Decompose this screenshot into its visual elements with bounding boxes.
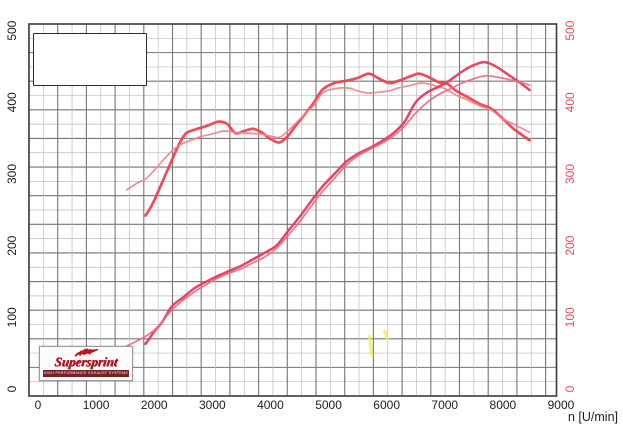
annotation-box — [33, 33, 147, 86]
yellow-mark — [383, 329, 389, 340]
x-tick-label: 3000 — [199, 398, 226, 412]
y-left-tick-label: 0 — [5, 385, 19, 392]
yellow-highlighter-marks — [367, 329, 389, 357]
logo-tagline: HIGH PERFORMANCE EXHAUST SYSTEMS — [43, 370, 129, 377]
x-tick-label: 1000 — [83, 398, 110, 412]
x-axis-unit-label: n [U/min] — [568, 410, 618, 424]
x-tick-label: 0 — [35, 398, 42, 412]
x-tick-label: 5000 — [315, 398, 342, 412]
y-right-tick-label: 400 — [563, 92, 577, 112]
dyno-curves — [126, 60, 531, 347]
y-left-tick-label: 400 — [5, 92, 19, 112]
axis-labels: 0 1000 2000 3000 4000 5000 6000 7000 8000 9000010… — [5, 20, 618, 424]
power-curve-thick-crimson — [144, 60, 531, 346]
torque-curve-thin-salmon — [126, 82, 531, 191]
x-tick-label: 6000 — [373, 398, 400, 412]
y-right-tick-label: 300 — [563, 164, 577, 184]
y-left-tick-label: 300 — [5, 164, 19, 184]
x-tick-label: 9000 — [548, 398, 575, 412]
horse-icon — [74, 348, 99, 357]
logo-brand-text: Supersprint — [53, 354, 119, 369]
y-right-tick-label: 0 — [563, 385, 577, 392]
y-right-tick-label: 500 — [563, 20, 577, 40]
x-tick-label: 7000 — [431, 398, 458, 412]
x-tick-label: 8000 — [490, 398, 517, 412]
y-right-tick-label: 100 — [563, 307, 577, 327]
y-left-tick-label: 500 — [5, 20, 19, 40]
power-curve-thin-pink — [126, 74, 531, 347]
y-right-tick-label: 200 — [563, 235, 577, 255]
x-tick-label: 2000 — [141, 398, 168, 412]
supersprint-logo: Supersprint HIGH PERFORMANCE EXHAUST SYS… — [39, 346, 133, 381]
torque-curve-thick-red — [144, 72, 531, 217]
x-tick-label: 4000 — [257, 398, 284, 412]
y-left-tick-label: 200 — [5, 235, 19, 255]
y-left-tick-label: 100 — [5, 307, 19, 327]
yellow-mark — [367, 335, 374, 357]
